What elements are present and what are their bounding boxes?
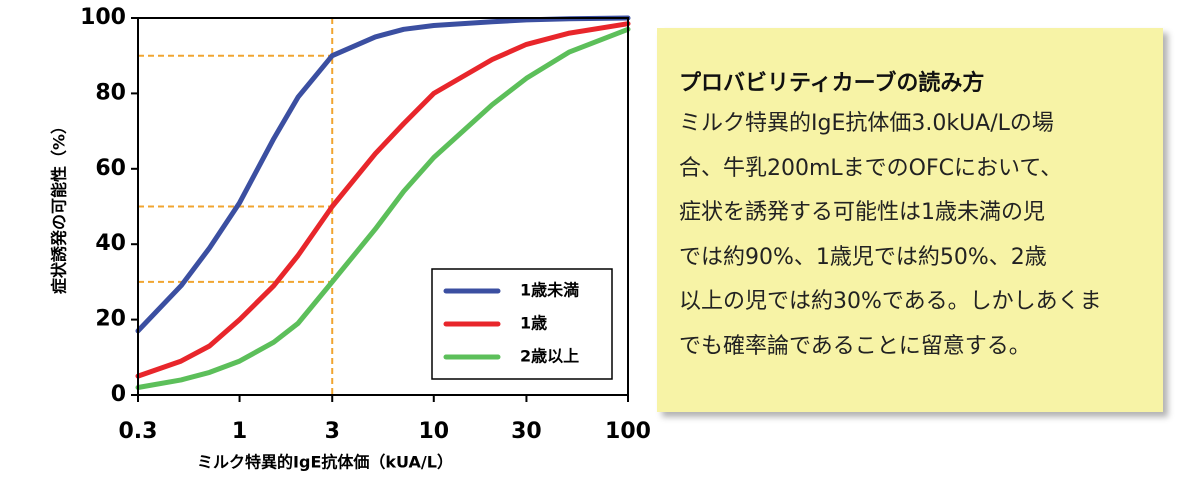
series-line [135, 21, 631, 379]
x-axis-label: ミルク特異的IgE抗体価（kUA/L） [197, 453, 453, 472]
note-line: では約90%、1歳児では約50%、2歳 [679, 244, 1047, 270]
x-tick-label: 3 [325, 419, 340, 444]
x-tick-label: 10 [418, 419, 449, 444]
chart: ミルク特異的IgE抗体価（kUA/L） 症状誘発の可能性（%） 0 20 40 60 8… [50, 5, 651, 472]
note-line: 以上の児では約30%である。しかしあくま [679, 289, 1102, 314]
series-line [135, 15, 631, 334]
y-tick-label: 100 [80, 5, 126, 30]
legend-label: 2歳以上 [520, 347, 579, 366]
x-tick-label: 1 [232, 419, 247, 444]
y-tick-label: 60 [95, 156, 126, 181]
legend-label: 1歳 [520, 314, 547, 333]
note-box: プロバビリティカーブの読み方 ミルク特異的IgE抗体価3.0kUA/Lの場 合、牛… [657, 28, 1163, 412]
y-tick-label: 0 [111, 382, 126, 407]
y-tick-label: 20 [95, 307, 126, 332]
note-body: ミルク特異的IgE抗体価3.0kUA/Lの場 合、牛乳200mLまでのOFCにおい… [679, 102, 1163, 369]
x-tick-label: 30 [511, 419, 542, 444]
note-line: 合、牛乳200mLまでのOFCにおいて、 [679, 155, 1063, 181]
y-axis-label: 症状誘発の可能性（%） [50, 118, 69, 294]
y-tick-label: 40 [95, 231, 126, 256]
note-line: でも確率論であることに留意する。 [679, 333, 1031, 359]
y-tick-label: 80 [95, 80, 126, 105]
plot-frame [137, 17, 629, 396]
legend-label: 1歳未満 [520, 281, 579, 300]
x-tick-label: 0.3 [119, 419, 158, 444]
note-title: プロバビリティカーブの読み方 [679, 71, 985, 96]
x-tick-label: 100 [605, 419, 650, 444]
note-line: ミルク特異的IgE抗体価3.0kUA/Lの場 [679, 111, 1054, 136]
series-line [135, 26, 631, 390]
note-line: 症状を誘発する可能性は1歳未満の児 [679, 200, 1045, 225]
